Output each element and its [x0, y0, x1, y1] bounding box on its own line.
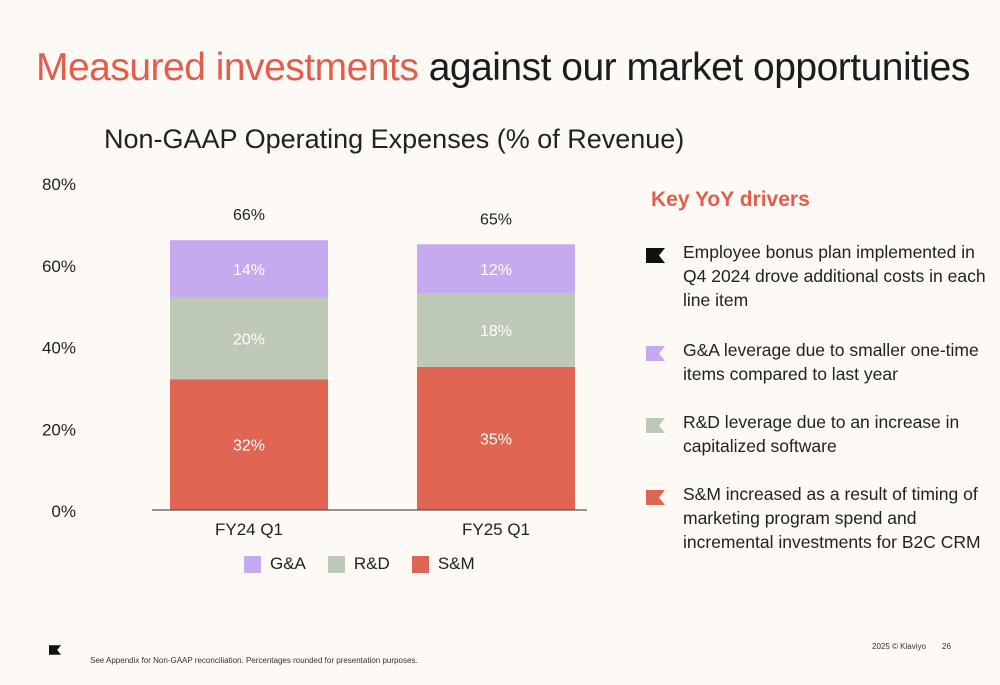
bar-data-label: 20% — [233, 331, 265, 348]
drivers-heading: Key YoY drivers — [651, 188, 810, 211]
driver-item-rd: R&D leverage due to an increase in capit… — [646, 410, 986, 458]
legend-swatch-rd — [327, 555, 345, 573]
y-tick-label: 0% — [51, 502, 76, 521]
bar-data-label: 32% — [233, 438, 265, 455]
total-label: 65% — [480, 211, 512, 228]
y-tick-label: 40% — [42, 339, 76, 358]
driver-text-bonus: Employee bonus plan implemented in Q4 20… — [683, 242, 986, 310]
driver-text-ga: G&A leverage due to smaller one-time ite… — [683, 340, 979, 384]
bar-ga-0 — [170, 240, 328, 298]
copyright: 2025 © Klaviyo — [872, 642, 926, 651]
chart-legend: G&A R&D S&M — [244, 554, 475, 574]
legend-label-ga: G&A — [270, 554, 306, 573]
bar-data-label: 18% — [480, 323, 512, 340]
x-tick-label: FY25 Q1 — [462, 520, 530, 539]
slide-title-rest: against our market opportunities — [428, 46, 971, 89]
legend-item-rd: R&D — [327, 554, 390, 574]
bar-data-label: 14% — [233, 262, 265, 279]
driver-text-sm: S&M increased as a result of timing of m… — [683, 484, 981, 552]
klaviyo-logo-icon — [49, 645, 61, 655]
page-number: 26 — [942, 642, 951, 651]
legend-item-ga: G&A — [244, 554, 306, 574]
flag-icon — [646, 346, 665, 361]
flag-icon — [646, 248, 665, 263]
y-tick-label: 80% — [42, 175, 76, 194]
driver-item-ga: G&A leverage due to smaller one-time ite… — [646, 338, 986, 386]
bar-data-label: 35% — [480, 431, 512, 448]
x-tick-label: FY24 Q1 — [215, 520, 283, 539]
bar-sm-1 — [417, 366, 575, 510]
legend-item-sm: S&M — [411, 554, 475, 574]
bar-sm-0 — [170, 379, 328, 510]
chart-title: Non-GAAP Operating Expenses (% of Revenu… — [104, 124, 685, 154]
driver-item-sm: S&M increased as a result of timing of m… — [646, 482, 986, 554]
drivers-list: Employee bonus plan implemented in Q4 20… — [646, 240, 986, 580]
driver-item-bonus: Employee bonus plan implemented in Q4 20… — [646, 240, 986, 312]
flag-icon — [646, 490, 665, 505]
y-tick-label: 20% — [42, 420, 76, 439]
bar-rd-0 — [170, 297, 328, 380]
footnote: See Appendix for Non-GAAP reconciliation… — [90, 656, 418, 665]
bar-rd-1 — [417, 293, 575, 367]
flag-icon — [646, 418, 665, 433]
total-label: 66% — [233, 207, 265, 224]
slide-title-accent: Measured investments — [36, 46, 419, 89]
legend-label-sm: S&M — [437, 554, 475, 573]
bar-data-label: 12% — [480, 262, 512, 279]
legend-swatch-sm — [411, 555, 429, 573]
legend-label-rd: R&D — [353, 554, 390, 573]
slide-title: Measured investments against our market … — [36, 46, 970, 90]
y-tick-label: 60% — [42, 257, 76, 276]
driver-text-rd: R&D leverage due to an increase in capit… — [683, 412, 960, 456]
legend-swatch-ga — [244, 555, 261, 573]
bar-ga-1 — [417, 244, 575, 294]
